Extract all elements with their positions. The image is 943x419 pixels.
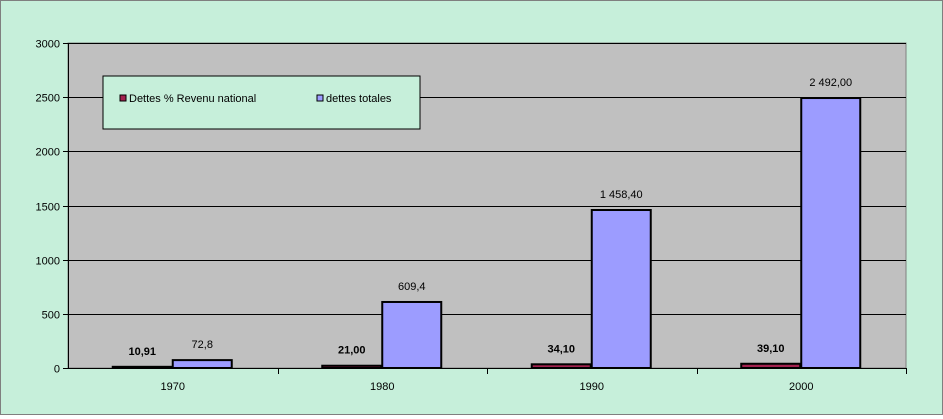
bar-dettes-pct [321,364,383,370]
legend-label: Dettes % Revenu national [129,93,256,105]
legend-label: dettes totales [326,93,392,105]
data-label: 34,10 [547,343,575,355]
legend-swatch [316,94,324,102]
y-tick-label: 0 [54,364,60,376]
data-label: 21,00 [338,345,366,357]
y-tick-label: 2500 [36,93,60,105]
legend-swatch [119,94,127,102]
data-label: 10,91 [128,346,156,358]
bar-dettes-pct [740,362,802,369]
x-tick-label: 1970 [161,381,185,393]
y-tick-label: 1500 [36,202,60,214]
x-tick-label: 2000 [789,381,813,393]
y-tick-label: 1000 [36,256,60,268]
y-tick-label: 500 [42,310,60,322]
legend-box [102,75,421,130]
data-label: 39,10 [757,343,785,355]
bar-dettes-pct [530,363,592,370]
bar-dettes-totales [800,97,862,370]
bar-dettes-totales [381,300,443,369]
bar-dettes-pct [111,365,173,370]
y-tick-label: 2000 [36,147,60,159]
x-tick-label: 1980 [370,381,394,393]
bar-dettes-totales [590,209,652,369]
data-label: 2 492,00 [809,77,852,89]
bar-dettes-totales [171,359,233,370]
data-label: 72,8 [192,339,213,351]
y-tick-label: 3000 [36,39,60,51]
data-label: 609,4 [398,281,426,293]
x-tick-label: 1990 [580,381,604,393]
data-label: 1 458,40 [600,189,643,201]
